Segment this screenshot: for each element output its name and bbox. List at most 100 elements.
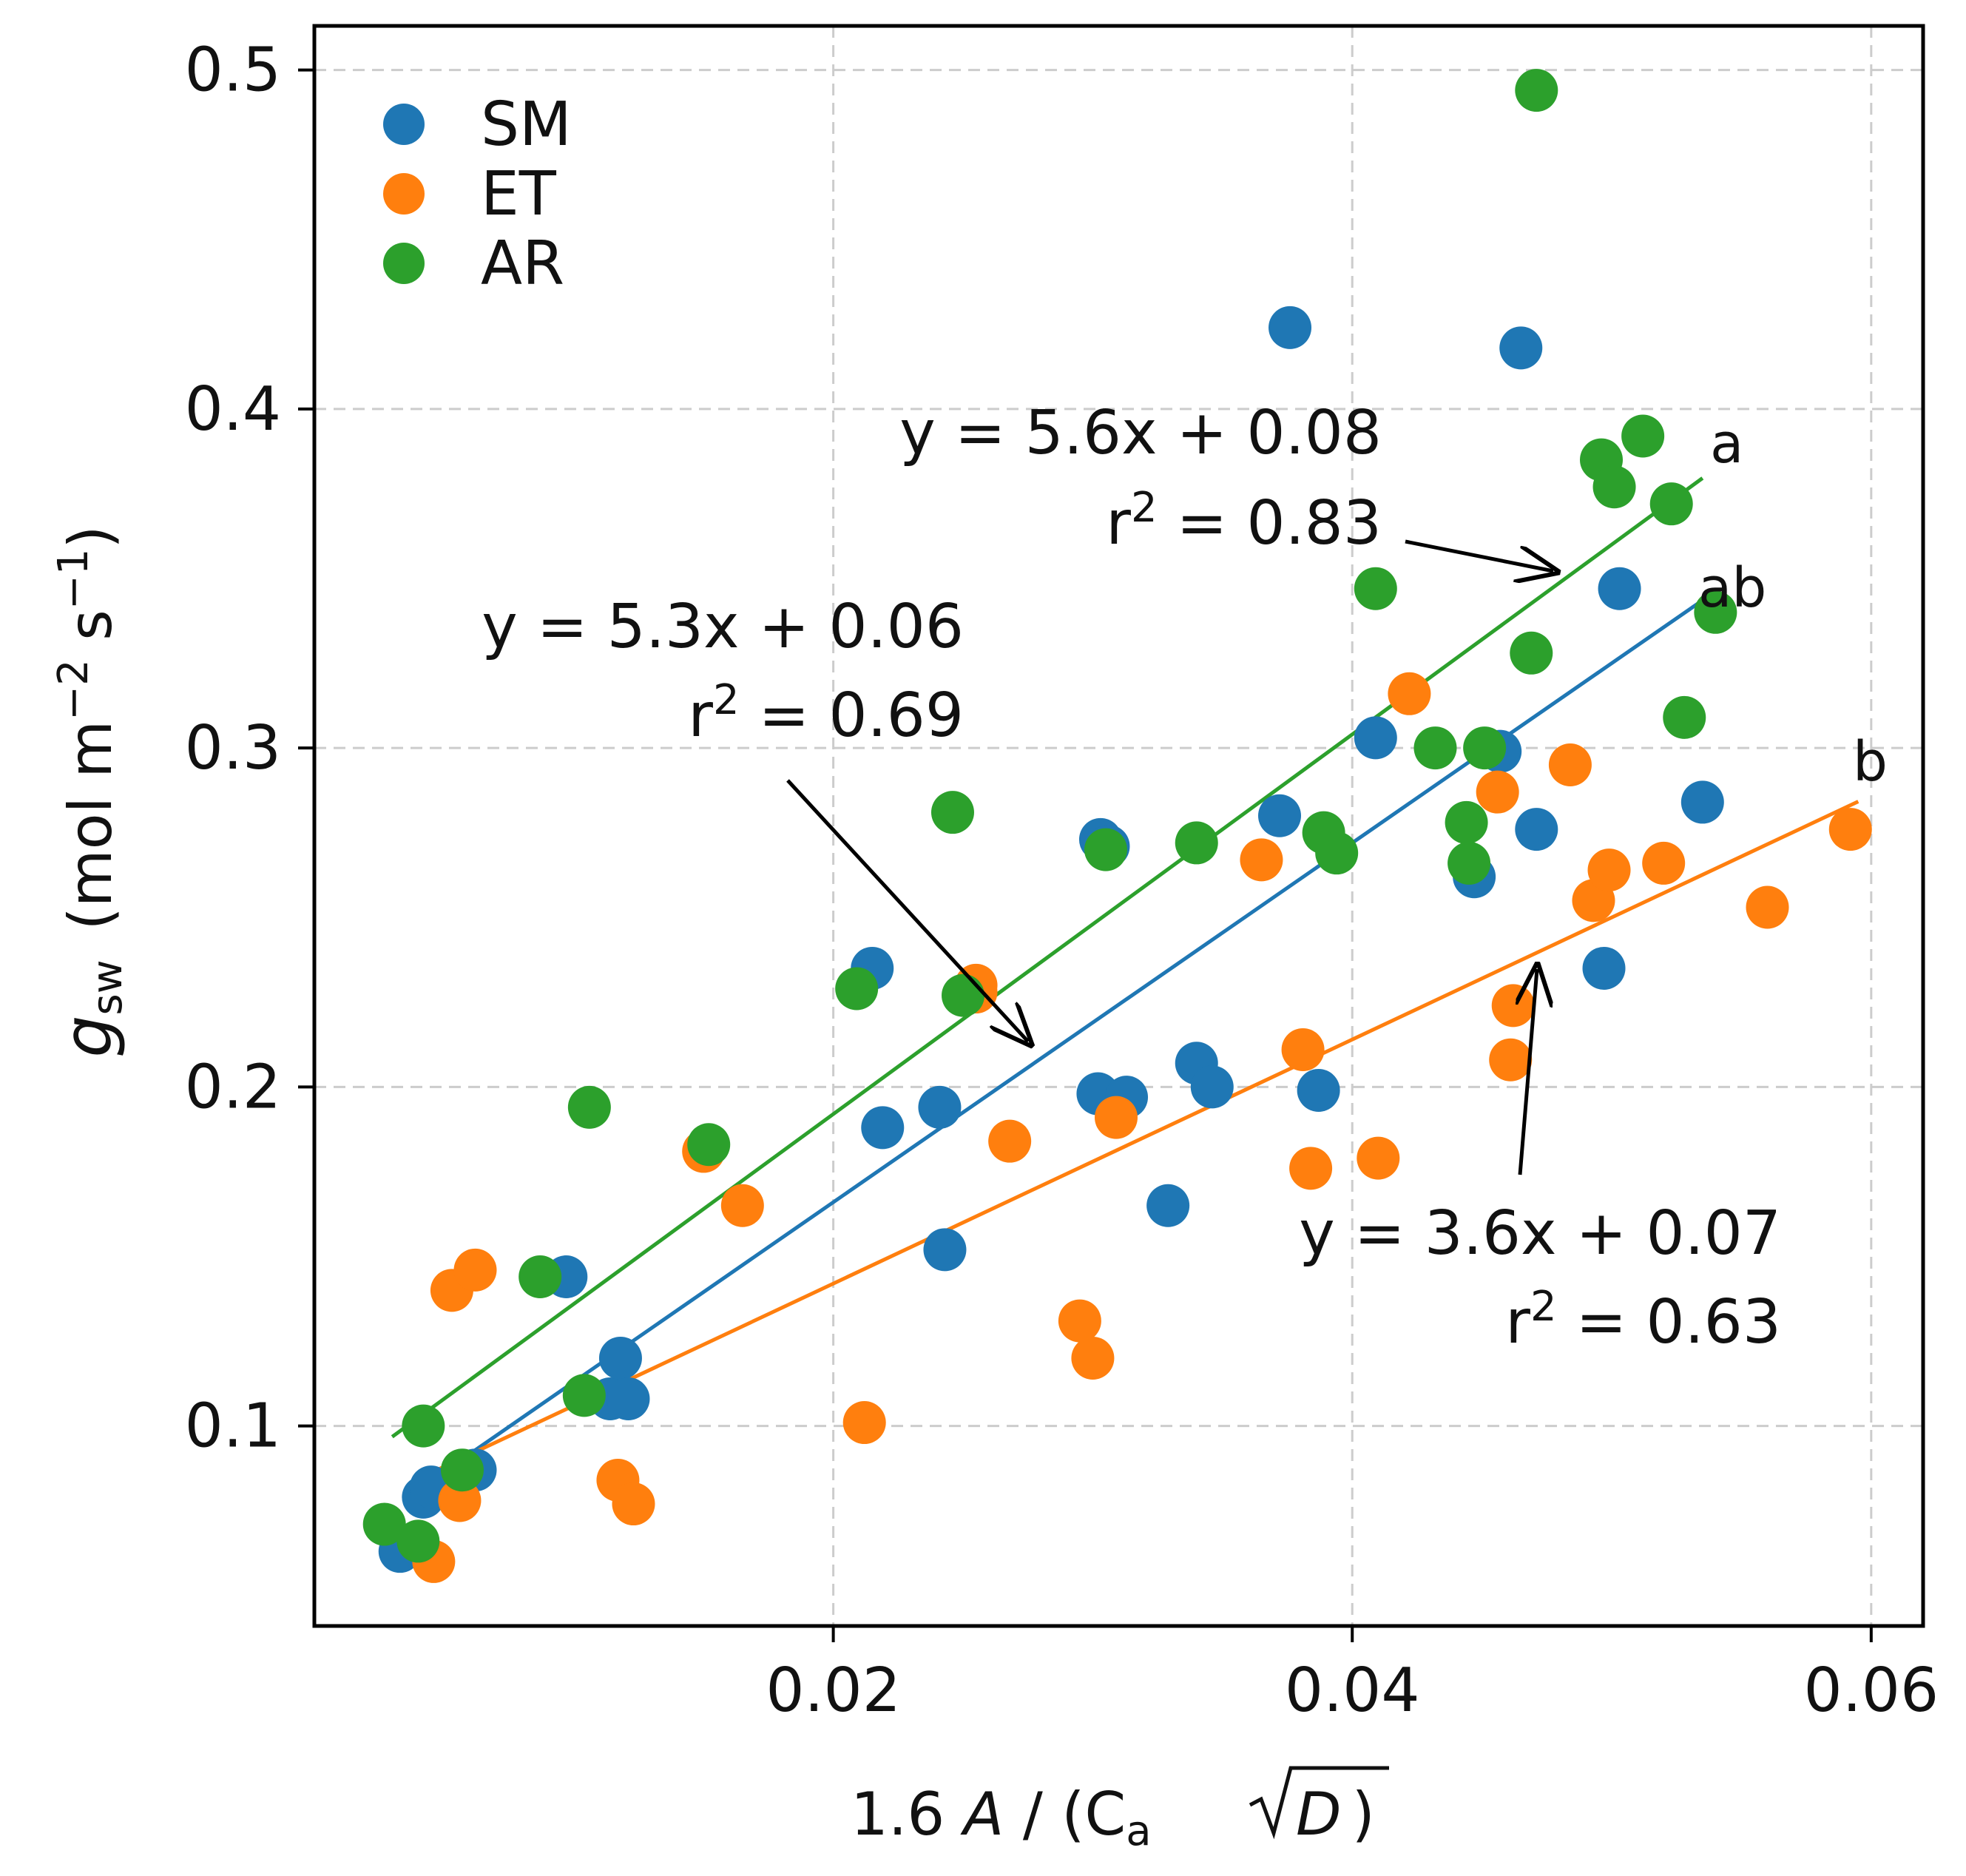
point-et xyxy=(1058,1299,1101,1343)
data-points xyxy=(362,69,1872,1583)
point-et xyxy=(720,1184,764,1227)
x-label-mid: / (C xyxy=(1004,1780,1126,1849)
x-label-a-symbol: A xyxy=(960,1780,1004,1849)
point-ar xyxy=(396,1519,440,1563)
point-sm xyxy=(1598,567,1641,610)
point-et xyxy=(1491,984,1535,1028)
y-label-units: (mol m xyxy=(56,721,125,931)
point-et xyxy=(1642,841,1686,885)
point-sm xyxy=(1354,716,1397,760)
point-et xyxy=(1071,1336,1115,1380)
point-et xyxy=(842,1401,886,1445)
point-ar xyxy=(1463,726,1507,770)
point-ar xyxy=(1649,482,1693,526)
point-sm xyxy=(861,1106,905,1150)
point-et xyxy=(1240,838,1283,882)
y-label-sub: sw xyxy=(84,960,132,1016)
y-axis-label: gsw (mol m−2 s−1) xyxy=(50,525,132,1057)
y-tick-label: 0.1 xyxy=(185,1391,281,1462)
point-ar xyxy=(1515,69,1558,112)
point-sm xyxy=(918,1085,962,1129)
point-et xyxy=(1281,1028,1325,1071)
point-sm xyxy=(1680,780,1724,824)
svg-text:D): D) xyxy=(1296,1780,1375,1849)
point-sm xyxy=(1515,808,1558,851)
point-ar xyxy=(1448,841,1491,885)
r2-ar: r2 = 0.83 xyxy=(1106,484,1382,559)
y-tick-label: 0.4 xyxy=(185,374,281,445)
sqrt-radical xyxy=(1249,1766,1389,1840)
point-et xyxy=(453,1248,497,1292)
arrow-sm xyxy=(786,779,1028,1042)
point-sm xyxy=(598,1336,642,1380)
point-et xyxy=(612,1482,655,1526)
x-label-prefix: 1.6 xyxy=(851,1780,964,1849)
point-sm xyxy=(1499,326,1543,370)
fit-label-a: a xyxy=(1710,412,1743,476)
point-sm xyxy=(1146,1184,1190,1227)
svg-text:gsw(mol m−2 s−1): gsw (mol m−2 s−1) xyxy=(50,525,132,1057)
x-tick-label: 0.04 xyxy=(1285,1656,1420,1726)
x-label-sub-a: a xyxy=(1126,1807,1151,1855)
point-et xyxy=(1548,743,1592,787)
equation-ar: y = 5.6x + 0.08 xyxy=(899,398,1382,468)
x-label-d-symbol: D xyxy=(1296,1780,1342,1849)
r2-ar-value: = 0.83 xyxy=(1158,488,1382,559)
point-et xyxy=(1489,1038,1533,1082)
point-ar xyxy=(1510,631,1553,675)
point-ar xyxy=(942,974,985,1017)
point-et xyxy=(1289,1147,1333,1190)
y-label-close: ) xyxy=(56,525,125,548)
r2-et-sup: 2 xyxy=(1530,1283,1557,1331)
point-ar xyxy=(1694,590,1737,634)
point-ar xyxy=(930,791,974,834)
x-tick-label: 0.06 xyxy=(1804,1656,1939,1726)
r2-ar-r: r xyxy=(1106,488,1131,559)
point-et xyxy=(1587,848,1631,892)
legend-label-sm: SM xyxy=(481,90,572,160)
plot-frame xyxy=(312,24,1925,1628)
fit-label-b: b xyxy=(1853,730,1888,794)
x-axis-label: 1.6 A / (Ca D) xyxy=(851,1766,1389,1855)
r2-et-value: = 0.63 xyxy=(1557,1287,1781,1357)
arrow-et xyxy=(1520,969,1537,1175)
point-et xyxy=(1357,1136,1400,1180)
point-ar xyxy=(440,1448,484,1492)
point-sm xyxy=(1297,1068,1340,1112)
legend: SM ET AR xyxy=(383,90,572,299)
fit-line-ar xyxy=(391,476,1704,1439)
x-label-suffix: ) xyxy=(1352,1780,1375,1849)
y-tick-label: 0.5 xyxy=(185,36,281,106)
point-ar xyxy=(1621,414,1665,458)
point-ar xyxy=(1592,465,1636,509)
legend-marker-et xyxy=(383,173,425,215)
legend-marker-ar xyxy=(383,243,425,284)
point-ar xyxy=(518,1255,562,1298)
point-ar xyxy=(1663,695,1706,739)
point-ar xyxy=(1175,821,1218,865)
y-tick-label: 0.2 xyxy=(185,1052,281,1122)
point-sm xyxy=(1582,946,1626,990)
point-sm xyxy=(1269,306,1312,349)
axis-ticks: 0.02 0.04 0.06 0.1 0.2 0.3 0.4 0.5 xyxy=(185,36,1939,1726)
point-ar xyxy=(1413,726,1457,770)
equation-et: y = 3.6x + 0.07 xyxy=(1299,1198,1781,1269)
point-ar xyxy=(1084,828,1127,871)
point-et xyxy=(1828,808,1872,851)
fit-line-et xyxy=(433,800,1859,1474)
r2-sm-value: = 0.69 xyxy=(740,681,964,751)
y-label-exp2: −1 xyxy=(50,549,98,610)
r2-et: r2 = 0.63 xyxy=(1505,1283,1781,1357)
point-ar xyxy=(362,1502,406,1546)
point-ar xyxy=(562,1374,606,1417)
point-et xyxy=(1388,672,1431,715)
r2-sm-r: r xyxy=(688,681,713,751)
y-label-g: g xyxy=(50,1015,127,1057)
legend-label-ar: AR xyxy=(481,229,564,299)
point-ar xyxy=(402,1404,445,1448)
point-ar xyxy=(1445,800,1488,844)
point-et xyxy=(1476,770,1519,814)
point-ar xyxy=(687,1123,731,1167)
point-et xyxy=(988,1119,1032,1163)
